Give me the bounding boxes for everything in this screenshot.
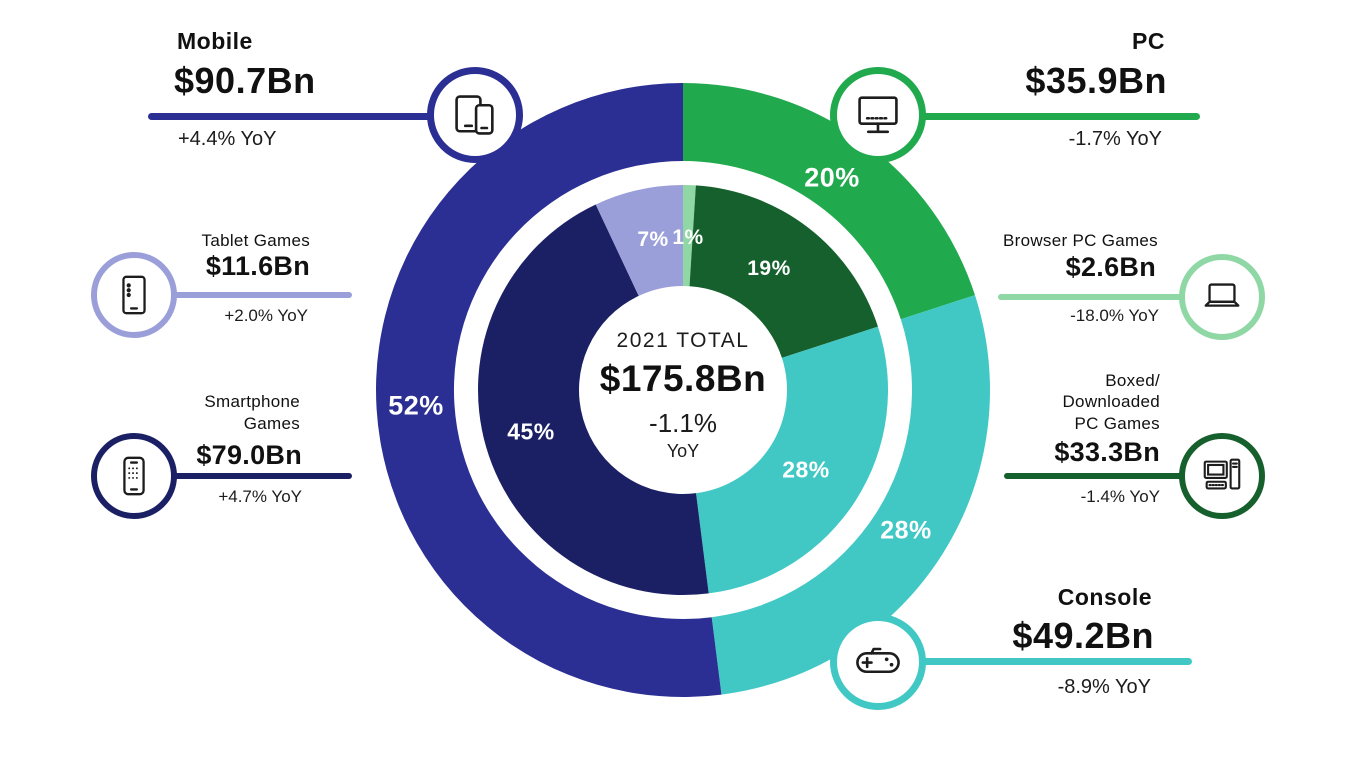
mobile-devices-icon	[449, 89, 501, 141]
console-title: Console	[1057, 584, 1152, 610]
mobile-callout-circle	[427, 67, 523, 163]
inner-pct-tablet: 7%	[637, 228, 669, 251]
center-yoy-suffix: YoY	[666, 441, 700, 461]
desktop-pc-icon	[1199, 453, 1245, 499]
boxed-pc-value: $33.3Bn	[1054, 437, 1160, 467]
tablet-value: $11.6Bn	[205, 251, 310, 281]
inner-pct-boxed: 19%	[747, 257, 791, 280]
boxed-pc-title: Boxed/ Downloaded PC Games	[1062, 371, 1160, 433]
outer-pct-pc: 20%	[804, 162, 860, 193]
tablet-title: Tablet Games	[201, 231, 310, 250]
pc-value: $35.9Bn	[1025, 60, 1167, 101]
browser-pc-title: Browser PC Games	[1002, 231, 1158, 250]
outer-pct-console: 28%	[880, 516, 932, 545]
inner-segment-boxed-downloaded-pc-games	[689, 185, 878, 358]
inner-pct-console: 28%	[782, 456, 830, 483]
pc-callout-circle	[830, 67, 926, 163]
mobile-yoy: +4.4% YoY	[178, 128, 277, 150]
smartphone-title: Smartphone Games	[204, 392, 300, 434]
center-total-value: $175.8Bn	[599, 358, 767, 399]
center-yoy-value: -1.1%	[649, 408, 717, 438]
browser-pc-yoy: -18.0% YoY	[1070, 306, 1159, 325]
console-callout-circle	[830, 614, 926, 710]
boxed-pc-callout-line	[1004, 473, 1224, 479]
smartphone-icon	[111, 453, 157, 499]
inner-segment-console	[696, 326, 889, 594]
center-title: 2021 TOTAL	[616, 329, 750, 352]
tablet-icon	[111, 272, 157, 318]
console-value: $49.2Bn	[1012, 615, 1154, 656]
pc-callout-line	[876, 113, 1200, 120]
browser-pc-value: $2.6Bn	[1065, 252, 1156, 282]
pc-monitor-icon	[852, 89, 904, 141]
pc-title: PC	[1132, 28, 1165, 54]
inner-segment-browser-pc-games	[683, 184, 696, 287]
boxed-pc-callout-circle	[1179, 433, 1265, 519]
inner-segment-tablet-games	[595, 185, 683, 296]
outer-segment-mobile	[376, 83, 722, 697]
browser-pc-callout-circle	[1179, 254, 1265, 340]
tablet-yoy: +2.0% YoY	[224, 306, 308, 325]
console-yoy: -8.9% YoY	[1057, 676, 1151, 698]
smartphone-value: $79.0Bn	[196, 440, 302, 470]
browser-pc-callout-line	[998, 294, 1224, 300]
mobile-value: $90.7Bn	[174, 60, 316, 101]
outer-segment-pc	[683, 83, 975, 320]
smartphone-callout-line	[134, 473, 352, 479]
smartphone-yoy: +4.7% YoY	[218, 487, 302, 506]
tablet-callout-line	[134, 292, 352, 298]
inner-pct-browser: 1%	[672, 226, 704, 249]
smartphone-callout-circle	[91, 433, 177, 519]
outer-pct-mobile: 52%	[388, 390, 444, 421]
console-callout-line	[876, 658, 1192, 665]
outer-segment-console	[711, 295, 990, 695]
mobile-callout-line	[148, 113, 480, 120]
mobile-title: Mobile	[177, 28, 253, 54]
inner-segment-smartphone-games	[478, 204, 709, 595]
gamepad-icon	[852, 636, 904, 688]
inner-pct-smartphone: 45%	[507, 418, 555, 445]
pc-yoy: -1.7% YoY	[1068, 128, 1162, 150]
tablet-callout-circle	[91, 252, 177, 338]
boxed-pc-yoy: -1.4% YoY	[1080, 487, 1160, 506]
center-total-block: 2021 TOTAL $175.8Bn -1.1% YoY	[553, 329, 813, 462]
laptop-icon	[1199, 274, 1245, 320]
